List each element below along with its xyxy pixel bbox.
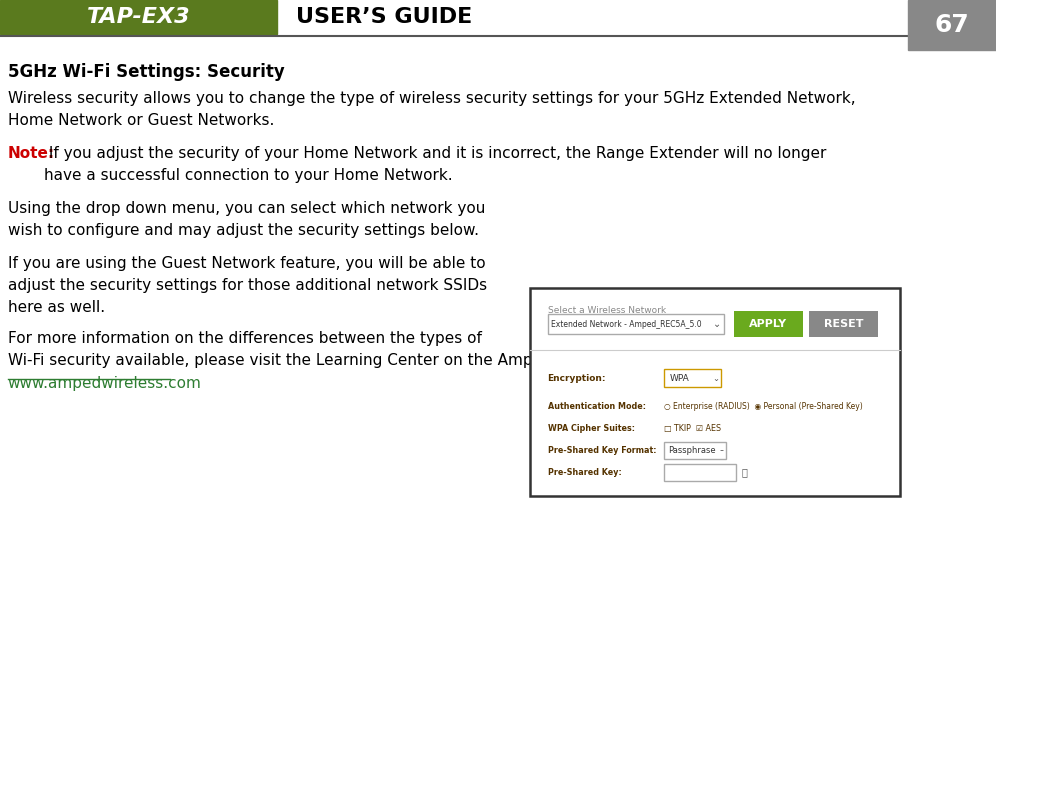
Text: Pre-Shared Key Format:: Pre-Shared Key Format: <box>547 445 656 455</box>
Bar <box>908 0 996 50</box>
Text: Authentication Mode:: Authentication Mode: <box>547 402 646 411</box>
Text: TAP-EX3: TAP-EX3 <box>86 7 191 27</box>
Text: ⌄: ⌄ <box>713 319 721 329</box>
Text: Encryption:: Encryption: <box>547 373 606 383</box>
Text: ⌄: ⌄ <box>713 373 719 383</box>
Text: 🔑: 🔑 <box>742 467 747 477</box>
Text: www.ampedwireless.com: www.ampedwireless.com <box>7 376 201 391</box>
Text: WPA Cipher Suites:: WPA Cipher Suites: <box>547 423 635 433</box>
Text: -: - <box>719 445 723 455</box>
Text: Select a Wireless Network: Select a Wireless Network <box>547 306 666 315</box>
Text: 67: 67 <box>935 13 969 37</box>
Text: 5GHz Wi-Fi Settings: Security: 5GHz Wi-Fi Settings: Security <box>7 63 284 81</box>
Text: APPLY: APPLY <box>749 319 788 329</box>
Text: Using the drop down menu, you can select which network you
wish to configure and: Using the drop down menu, you can select… <box>7 201 485 238</box>
Text: If you are using the Guest Network feature, you will be able to
adjust the secur: If you are using the Guest Network featu… <box>7 256 487 316</box>
Text: □ TKIP  ☑ AES: □ TKIP ☑ AES <box>664 423 721 433</box>
Bar <box>664 369 721 387</box>
Text: Pre-Shared Key:: Pre-Shared Key: <box>547 467 621 476</box>
Bar <box>810 311 878 337</box>
Bar <box>664 464 736 481</box>
Bar <box>664 442 726 459</box>
Text: If you adjust the security of your Home Network and it is incorrect, the Range E: If you adjust the security of your Home … <box>44 146 826 184</box>
Text: RESET: RESET <box>824 319 864 329</box>
Bar <box>547 314 724 334</box>
Text: Extended Network - Amped_REC5A_5.0: Extended Network - Amped_REC5A_5.0 <box>551 320 702 328</box>
Text: Note:: Note: <box>7 146 55 161</box>
Text: WPA: WPA <box>670 373 690 383</box>
Bar <box>734 311 802 337</box>
Text: USER’S GUIDE: USER’S GUIDE <box>296 7 472 27</box>
Text: For more information on the differences between the types of
Wi-Fi security avai: For more information on the differences … <box>7 331 690 368</box>
Text: ○ Enterprise (RADIUS)  ◉ Personal (Pre-Shared Key): ○ Enterprise (RADIUS) ◉ Personal (Pre-Sh… <box>664 402 863 411</box>
Bar <box>0 0 277 34</box>
Text: Passphrase: Passphrase <box>668 445 716 455</box>
Bar <box>530 288 900 496</box>
Text: Wireless security allows you to change the type of wireless security settings fo: Wireless security allows you to change t… <box>7 91 855 128</box>
